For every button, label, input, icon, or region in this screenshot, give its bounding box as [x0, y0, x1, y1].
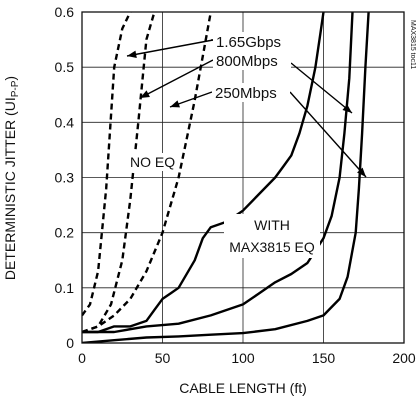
annotation-arrow: [139, 59, 214, 99]
figure-side-label: MAX3815 toc11: [409, 20, 416, 69]
series-line-800mbps-with-max3815-eq: [82, 12, 354, 334]
x-axis-label: CABLE LENGTH (ft): [179, 380, 307, 396]
x-tick-label: 0: [78, 350, 86, 366]
arrowhead: [140, 90, 150, 98]
arrowhead: [342, 104, 352, 113]
annotation-with: WITH: [254, 217, 290, 233]
annotation-1-65gbps: 1.65Gbps: [216, 34, 281, 51]
annotation-arrow: [289, 91, 367, 178]
y-tick-label: 0.2: [55, 225, 75, 241]
arrowhead: [357, 167, 366, 177]
plot-frame: [81, 11, 405, 344]
series-line-800mbps-no-eq: [82, 12, 156, 334]
series-group: [82, 12, 370, 343]
annotation-arrow: [126, 39, 214, 57]
series-line-250mbps-no-eq: [82, 12, 212, 334]
annotation-no-eq: NO EQ: [130, 154, 175, 170]
annotation-800mbps: 800Mbps: [216, 53, 278, 70]
y-tick-label: 0.3: [55, 170, 75, 186]
y-tick-label: 0.6: [55, 4, 75, 20]
y-tick-label: 0.5: [55, 59, 75, 75]
series-line-250mbps-with-max3815-eq: [82, 12, 370, 343]
x-tick-label: 150: [312, 350, 336, 366]
y-tick-label: 0.1: [55, 280, 75, 296]
y-tick-label: 0: [66, 335, 74, 351]
annotation-250mbps: 250Mbps: [215, 85, 277, 102]
y-axis-label: DETERMINISTIC JITTER (UIP-P): [2, 76, 21, 280]
arrowhead: [127, 50, 137, 58]
annotation-arrow: [290, 62, 353, 114]
arrowhead: [170, 100, 180, 108]
y-tick-label: 0.4: [55, 114, 75, 130]
x-tick-label: 100: [231, 350, 255, 366]
tick-labels: 0 50 100 150 200 0 0.1 0.2 0.3 0.4 0.5 0.6: [55, 4, 416, 366]
x-tick-label: 50: [155, 350, 171, 366]
series-line-1-65gbps-no-eq: [82, 12, 132, 317]
x-tick-label: 200: [392, 350, 416, 366]
series-line-1-65gbps-with-max3815-eq: [82, 12, 325, 334]
annotation-max3815-eq: MAX3815 EQ: [229, 239, 315, 255]
